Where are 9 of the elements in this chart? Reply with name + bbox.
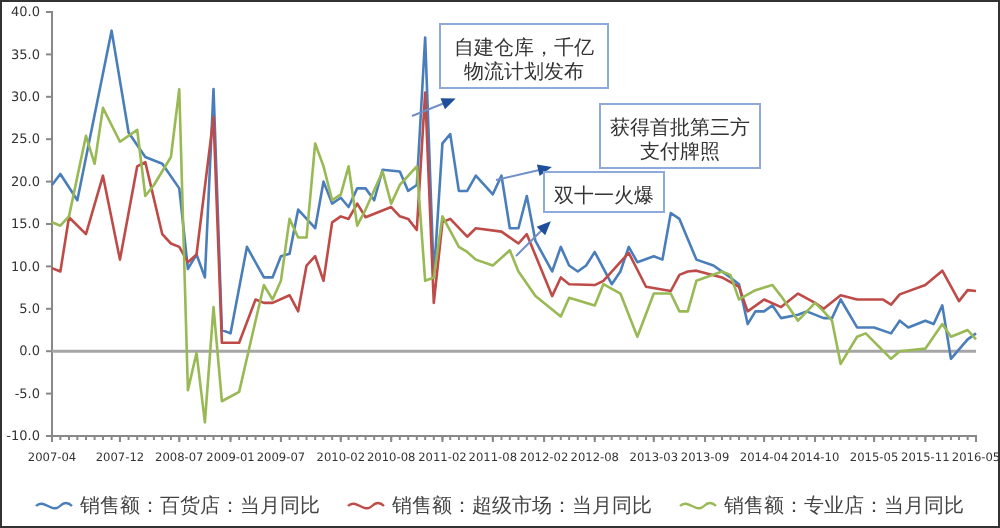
legend-label: 销售额：超级市场：当月同比 [390,494,652,518]
annotation: 双十一火爆 [554,184,654,208]
line-series [50,29,978,361]
legend-label: 销售额：专业店：当月同比 [722,494,964,518]
legend-label: 销售额：百货店：当月同比 [78,494,320,518]
line-series [50,91,978,345]
annotation: 自建仓库，千亿物流计划发布 [454,36,594,84]
line-series [50,87,978,424]
annotation: 获得首批第三方支付牌照 [610,116,750,164]
